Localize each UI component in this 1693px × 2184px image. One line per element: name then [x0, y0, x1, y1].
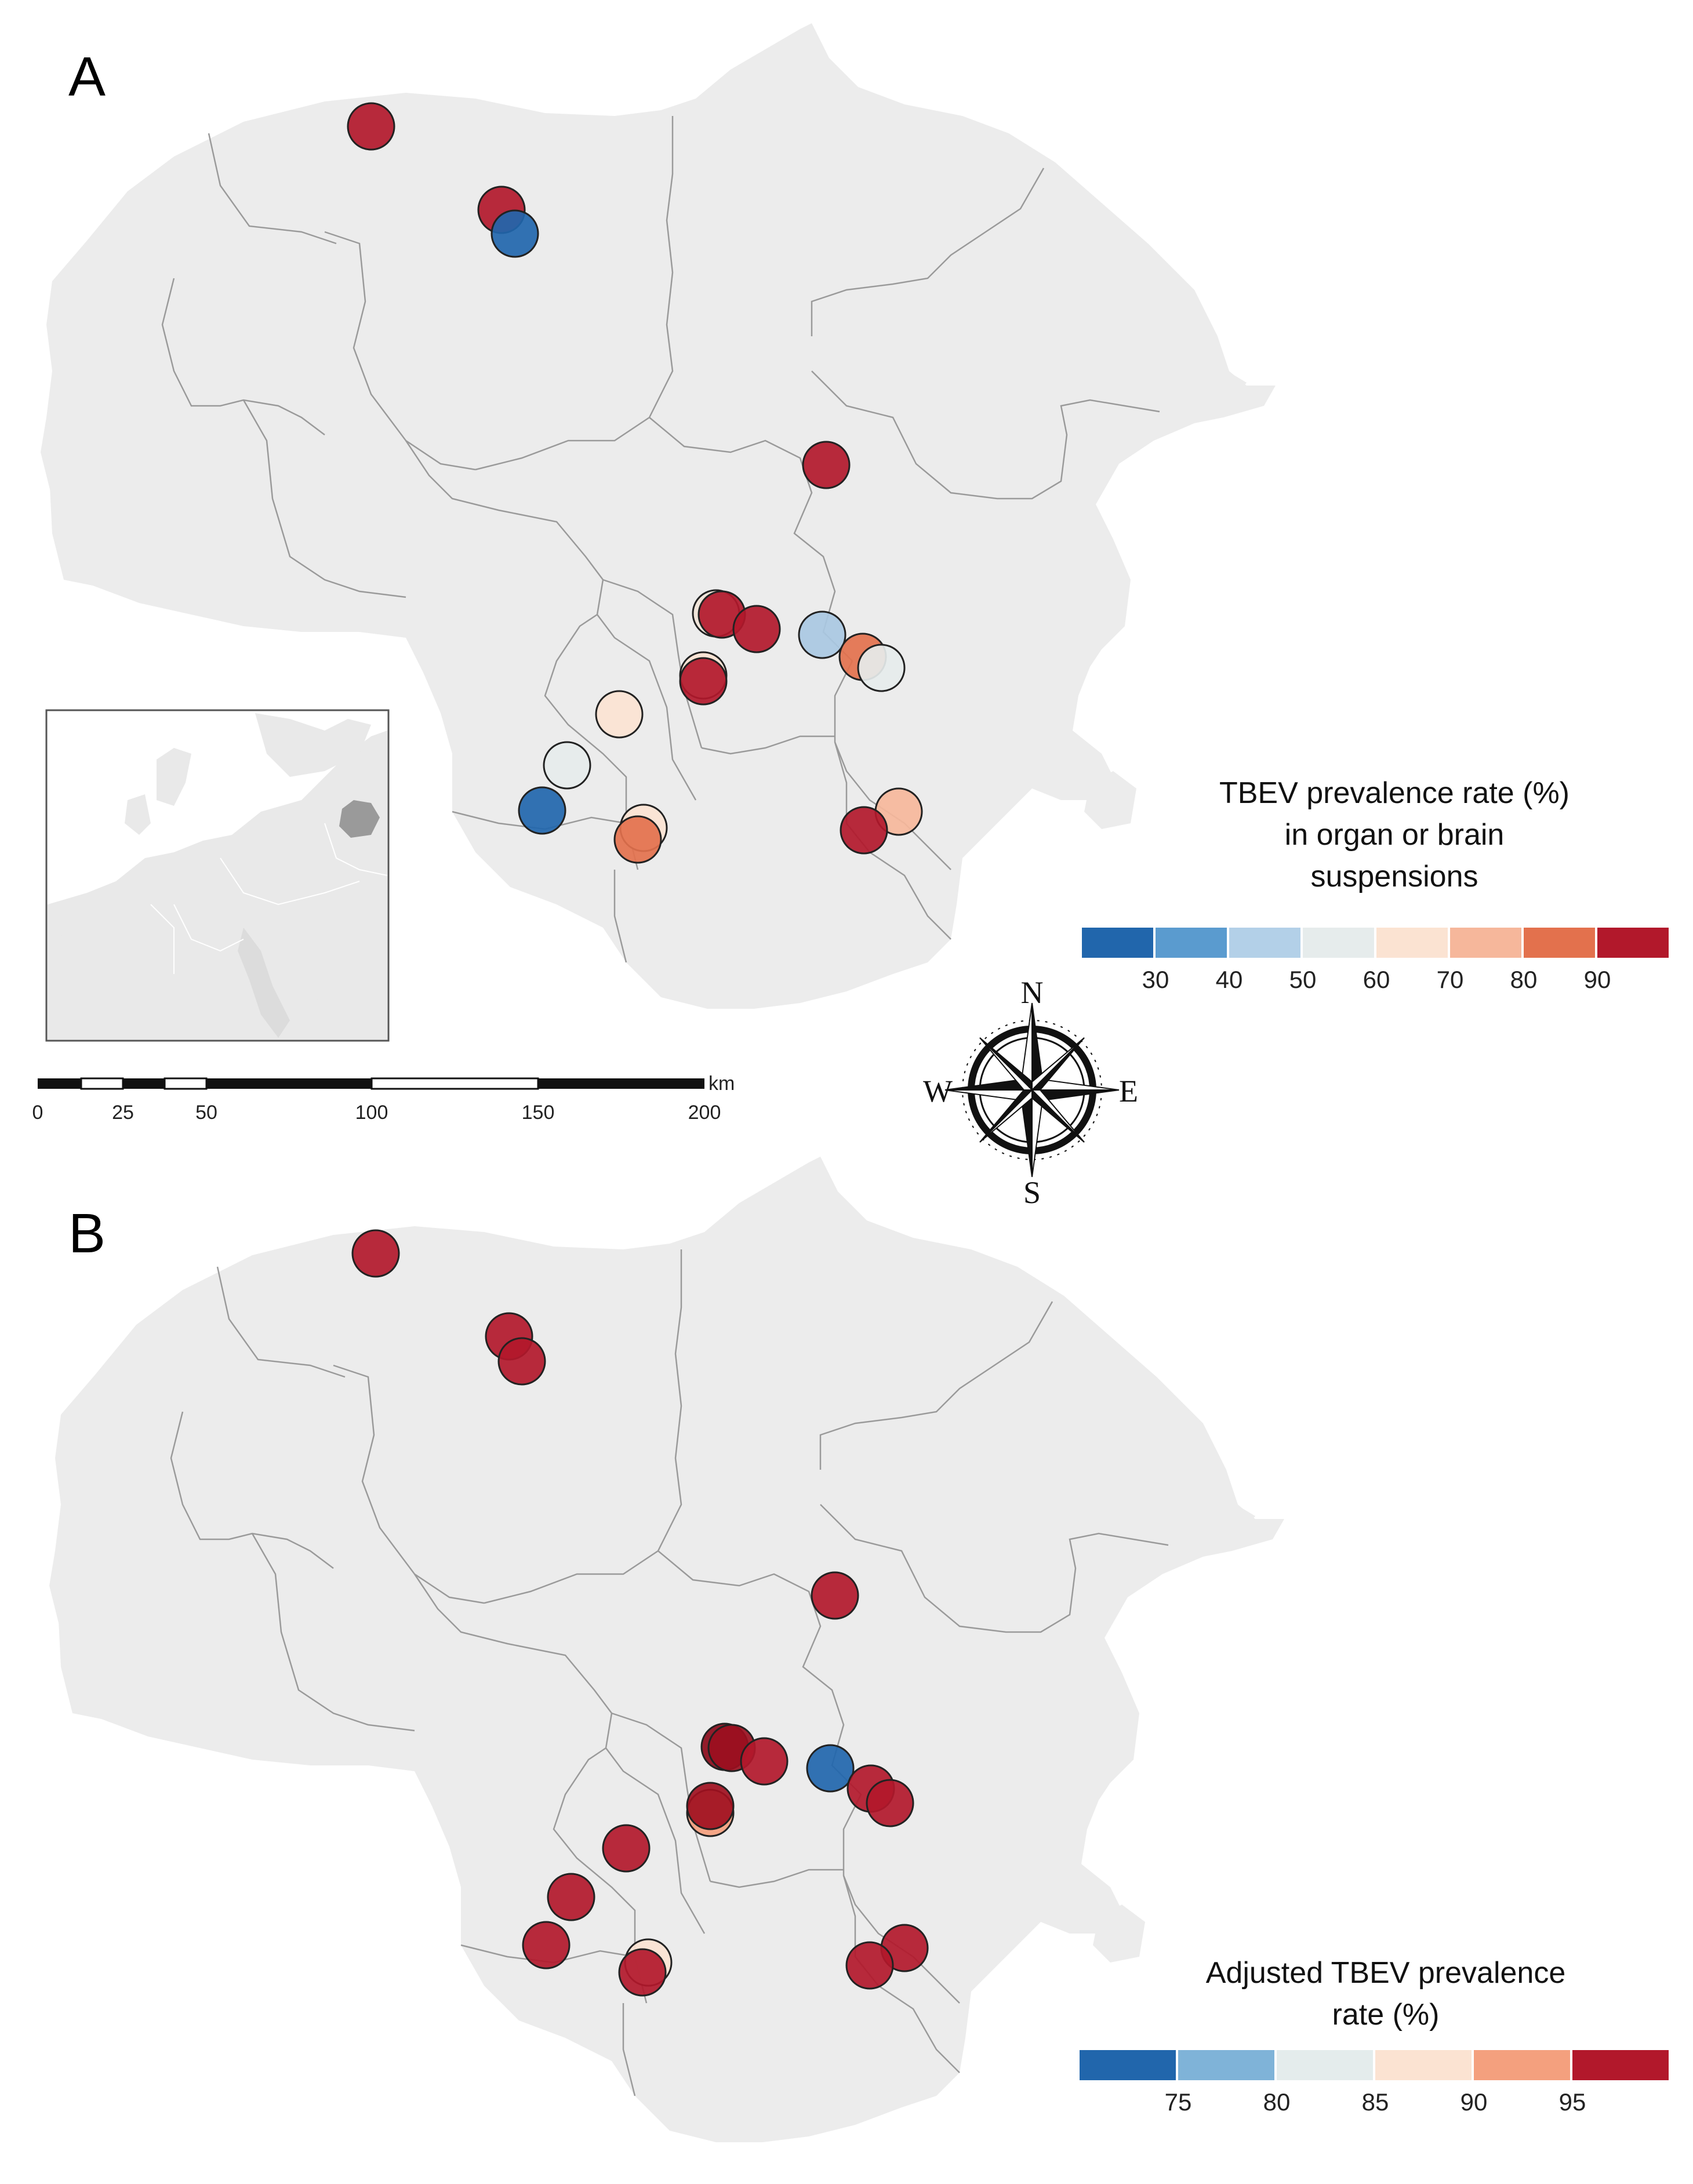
map-b — [49, 1157, 1284, 2142]
scale-label-150: 150 — [522, 1102, 555, 1124]
sites-a — [347, 102, 923, 864]
site-b12 — [686, 1782, 735, 1830]
inset-lithuania — [339, 800, 380, 838]
scale-label-50: 50 — [195, 1102, 217, 1124]
legend-a-title-line2: in organ or brain — [1285, 818, 1505, 852]
legend-a-swatch — [1156, 928, 1227, 958]
site-b10 — [866, 1779, 914, 1827]
site-b17 — [618, 1948, 667, 1997]
legend-b-tick-label: 85 — [1362, 2088, 1389, 2116]
legend-a-swatch — [1450, 928, 1521, 958]
legend-a-tick-label: 40 — [1216, 966, 1243, 993]
map-a — [41, 23, 1276, 1009]
panel-a: A — [32, 23, 1669, 1124]
site-b7 — [740, 1737, 789, 1786]
legend-a-swatch — [1303, 928, 1374, 958]
legend-b-swatch — [1277, 2050, 1373, 2080]
sites-b — [351, 1229, 929, 1997]
legend-a-tick-label: 60 — [1363, 966, 1390, 993]
site-b13 — [602, 1824, 651, 1873]
site-b4 — [811, 1571, 859, 1620]
legend-b-tick-label: 95 — [1559, 2088, 1586, 2116]
site-a12 — [857, 644, 906, 692]
site-b8 — [806, 1744, 855, 1793]
legend-a-swatch — [1229, 928, 1300, 958]
legend-b-colorbar — [1080, 2050, 1669, 2080]
legend-b: Adjusted TBEV prevalence rate (%) 75 80 85… — [1080, 1956, 1669, 2116]
legend-a-tick-label: 30 — [1142, 966, 1169, 993]
site-a1 — [347, 102, 395, 151]
legend-a-swatch — [1082, 928, 1153, 958]
site-b3 — [497, 1337, 546, 1386]
scale-label-25: 25 — [112, 1102, 134, 1124]
scale-bar: km 0 25 50 100 150 200 — [32, 1073, 735, 1124]
legend-a-swatch — [1376, 928, 1448, 958]
legend-a-tick-label: 70 — [1437, 966, 1464, 993]
inset-map — [45, 709, 390, 1042]
legend-b-tick-label: 90 — [1461, 2088, 1488, 2116]
site-a17 — [613, 815, 662, 864]
compass-south: S — [1023, 1175, 1041, 1210]
site-b14 — [547, 1873, 595, 1921]
legend-a-tick-label: 50 — [1289, 966, 1317, 993]
compass-west: W — [923, 1074, 953, 1109]
legend-a-colorbar — [1082, 928, 1669, 958]
legend-b-swatch — [1375, 2050, 1472, 2080]
legend-b-swatch — [1080, 2050, 1176, 2080]
legend-a: TBEV prevalence rate (%) in organ or bra… — [1082, 776, 1669, 993]
legend-a-title-line1: TBEV prevalence rate (%) — [1219, 776, 1570, 810]
legend-b-title-line1: Adjusted TBEV prevalence — [1206, 1956, 1566, 1990]
site-a13 — [595, 690, 644, 739]
scale-label-200: 200 — [688, 1102, 721, 1124]
legend-b-tick-label: 75 — [1165, 2088, 1192, 2116]
legend-b-swatch — [1572, 2050, 1669, 2080]
site-b15 — [522, 1921, 571, 1969]
legend-a-swatch — [1524, 928, 1595, 958]
panel-b: B — [49, 1157, 1669, 2142]
panel-letter-a: A — [68, 46, 106, 108]
site-a3 — [491, 209, 539, 258]
compass-rose-icon: N S E W — [923, 975, 1138, 1210]
site-b1 — [351, 1229, 400, 1278]
panel-letter-b: B — [68, 1202, 106, 1264]
site-a4 — [802, 441, 851, 489]
site-a19 — [840, 806, 888, 855]
compass-north: N — [1021, 975, 1044, 1010]
site-a9 — [679, 657, 728, 706]
legend-b-ticks: 75 80 85 90 95 — [1165, 2088, 1586, 2116]
legend-a-swatch — [1597, 928, 1669, 958]
site-b19 — [845, 1941, 894, 1990]
legend-a-tick-label: 80 — [1510, 966, 1538, 993]
compass-east: E — [1119, 1074, 1138, 1109]
legend-b-swatch — [1474, 2050, 1570, 2080]
legend-a-tick-label: 90 — [1584, 966, 1611, 993]
scale-unit: km — [709, 1073, 735, 1095]
legend-b-tick-label: 80 — [1263, 2088, 1291, 2116]
scale-label-0: 0 — [32, 1102, 43, 1124]
site-a7 — [732, 605, 781, 653]
site-a14 — [543, 741, 591, 790]
legend-b-title-line2: rate (%) — [1332, 1998, 1440, 2032]
legend-a-ticks: 30 40 50 60 70 80 90 — [1142, 966, 1611, 993]
site-a10 — [798, 610, 846, 659]
site-a15 — [518, 786, 566, 835]
legend-b-swatch — [1178, 2050, 1274, 2080]
legend-a-title-line3: suspensions — [1310, 860, 1478, 893]
scale-label-100: 100 — [355, 1102, 388, 1124]
